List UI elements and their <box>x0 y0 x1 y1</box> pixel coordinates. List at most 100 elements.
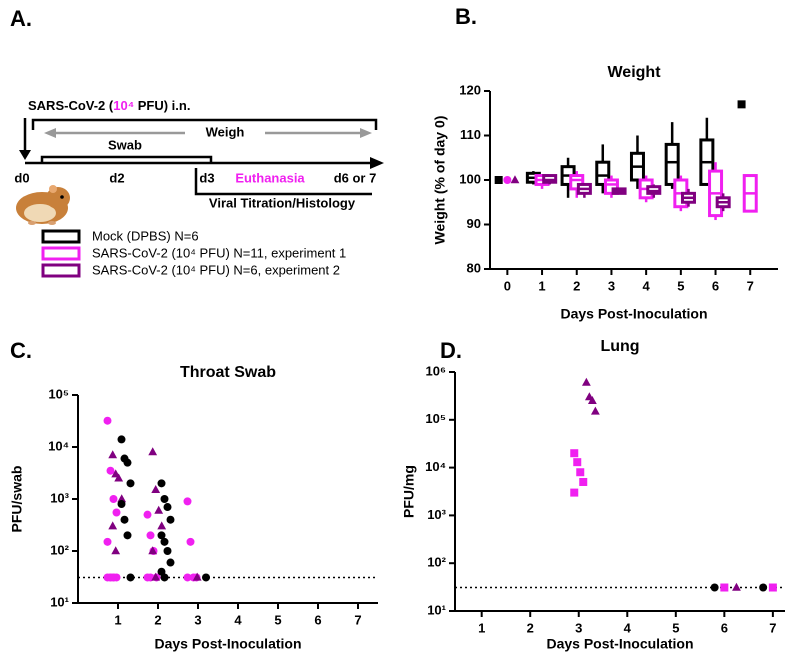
legend: Mock (DPBS) N=6 SARS-CoV-2 (10⁴ PFU) N=11… <box>41 228 346 278</box>
panel-label: B. <box>455 4 477 29</box>
point <box>114 473 124 482</box>
timepoint: d6 or 7 <box>334 170 377 185</box>
timepoint: d2 <box>109 170 124 185</box>
point <box>103 537 112 546</box>
y-axis-label: Weight (% of day 0) <box>432 116 448 245</box>
point <box>151 485 161 494</box>
point <box>720 583 729 592</box>
point <box>573 458 582 467</box>
y-tick-label: 10³ <box>427 507 446 522</box>
x-tick-label: 1 <box>538 278 545 293</box>
y-tick-label: 110 <box>460 127 481 142</box>
point <box>570 488 579 497</box>
box <box>664 142 680 186</box>
point <box>160 537 169 546</box>
point <box>117 435 126 444</box>
point <box>163 503 172 512</box>
x-axis-label: Days Post-Inoculation <box>560 306 707 322</box>
point <box>166 558 175 567</box>
point <box>109 495 118 503</box>
point <box>112 508 121 517</box>
inoculum-text: PFU) i.n. <box>134 98 190 113</box>
point <box>154 505 164 514</box>
legend-swatch <box>41 229 81 244</box>
inoculum-dose: 10⁴ <box>113 98 134 113</box>
point <box>160 573 169 582</box>
x-tick-label: 7 <box>354 612 361 627</box>
point <box>120 515 129 524</box>
x-tick-label: 4 <box>624 620 632 635</box>
point <box>108 450 118 459</box>
point <box>148 546 158 555</box>
point <box>143 510 152 519</box>
arrow-head <box>360 128 372 138</box>
point <box>157 479 166 488</box>
y-tick-label: 10¹ <box>427 602 446 617</box>
timepoint: d3 <box>199 170 214 185</box>
point <box>737 100 746 109</box>
timeline-lines <box>23 118 378 196</box>
point <box>576 468 585 477</box>
endpoint-label: Viral Titration/Histology <box>209 195 356 210</box>
point <box>510 175 520 184</box>
x-tick-label: 1 <box>114 612 121 627</box>
y-tick-label: 10⁴ <box>425 459 446 474</box>
weigh-label: Weigh <box>206 124 245 139</box>
point <box>157 531 166 540</box>
x-tick-label: 5 <box>677 278 684 293</box>
x-tick-label: 7 <box>747 278 754 293</box>
point <box>587 395 597 404</box>
y-axis-label: PFU/mg <box>401 465 417 518</box>
arrow-head <box>370 157 384 169</box>
x-tick-label: 6 <box>721 620 728 635</box>
y-tick-label: 10⁴ <box>48 438 69 453</box>
legend-label: SARS-CoV-2 (10⁴ PFU) N=11, experiment 1 <box>92 245 346 260</box>
weigh-bracket <box>31 118 378 130</box>
point <box>117 500 126 509</box>
point <box>202 573 210 582</box>
y-tick-label: 10³ <box>50 490 69 505</box>
chart-panel: B. Weight Days Post-Inoculation Weight (% o… <box>432 4 778 322</box>
y-tick-label: 10⁵ <box>425 411 446 426</box>
y-tick-label: 10⁵ <box>48 386 69 401</box>
x-axis-label: Days Post-Inoculation <box>546 636 693 652</box>
point <box>183 573 192 582</box>
point <box>146 531 155 540</box>
x-tick-label: 5 <box>672 620 679 635</box>
point <box>109 573 118 582</box>
euthanasia-label: Euthanasia <box>235 170 305 185</box>
point <box>494 176 503 184</box>
x-tick-label: 1 <box>478 620 485 635</box>
point <box>106 466 115 475</box>
x-tick-label: 6 <box>314 612 321 627</box>
point <box>570 449 579 458</box>
y-tick-label: 90 <box>467 216 481 231</box>
point <box>108 521 118 530</box>
point <box>160 495 169 503</box>
chart-panel: C. Throat Swab Days Post-Inoculation PFU/sw… <box>9 338 378 652</box>
legend-label: SARS-CoV-2 (10⁴ PFU) N=6, experiment 2 <box>92 262 340 277</box>
y-tick-label: 100 <box>459 171 481 186</box>
x-tick-label: 3 <box>194 612 201 627</box>
panel-label: A. <box>10 6 32 31</box>
point <box>123 531 132 540</box>
x-tick-label: 5 <box>274 612 281 627</box>
point <box>768 583 777 592</box>
hamster-icon <box>16 185 70 225</box>
x-tick-label: 2 <box>573 278 580 293</box>
y-tick-label: 120 <box>459 82 481 97</box>
swab-bracket <box>40 155 213 163</box>
swab-label: Swab <box>108 137 142 152</box>
y-tick-label: 10² <box>50 542 69 557</box>
legend-swatch <box>41 246 81 261</box>
point <box>183 497 192 506</box>
y-tick-label: 10² <box>427 555 446 570</box>
chart-panel: D. Lung Days Post-Inoculation PFU/mg 10¹ 10² 1… <box>401 338 785 652</box>
endpoint-bracket <box>194 168 372 196</box>
x-tick-label: 7 <box>769 620 776 635</box>
y-tick-label: 10⁶ <box>426 363 446 378</box>
y-tick-label: 10¹ <box>50 594 69 609</box>
plots: B. Weight Days Post-Inoculation Weight (% o… <box>9 4 785 652</box>
x-tick-label: 2 <box>154 612 161 627</box>
inoculum-text: SARS-CoV-2 ( <box>28 98 114 113</box>
